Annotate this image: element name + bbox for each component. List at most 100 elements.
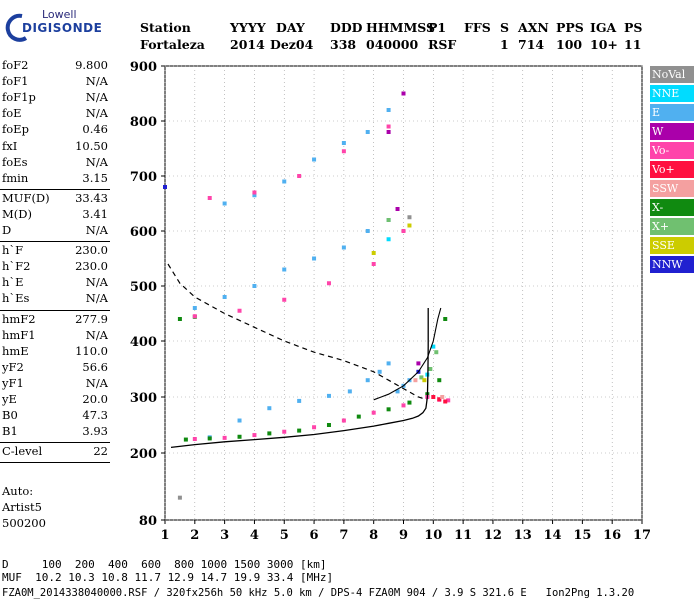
legend-item-sse: SSE (650, 237, 694, 254)
data-point-x (267, 431, 272, 436)
header-label-10: IGA (590, 20, 617, 35)
x-tick-label: 12 (484, 528, 502, 543)
param-foep: foEp 0.46 (2, 122, 108, 138)
data-point-e (282, 179, 287, 184)
header-value-9: 100 (556, 37, 583, 52)
data-point-vo (437, 397, 442, 402)
param-name: hmF2 (2, 311, 36, 326)
legend-item-w: W (650, 123, 694, 140)
legend-item-x: X- (650, 199, 694, 216)
y-tick-label: 600 (130, 225, 157, 240)
auto-code: 500200 (2, 516, 46, 530)
param-value: 33.43 (75, 190, 108, 205)
data-point-w (395, 207, 400, 211)
param-value: 10.50 (75, 138, 108, 153)
data-point-sse (371, 251, 376, 255)
param-name: fmin (2, 170, 29, 185)
param-foe: foE N/A (2, 106, 108, 122)
param-value: 22 (93, 444, 108, 459)
param-b0: B0 47.3 (2, 408, 108, 424)
data-point-vo (371, 262, 376, 266)
x-tick-label: 2 (190, 528, 199, 543)
data-point-x (419, 375, 424, 380)
data-point-x (177, 317, 182, 321)
data-point-e (347, 389, 352, 394)
data-point-vo (252, 433, 257, 438)
param-hmf2: hmF2 277.9 (2, 312, 108, 328)
param-hes: h`Es N/A (2, 291, 108, 307)
param-name: MUF(D) (2, 190, 50, 205)
y-tick-label: 80 (139, 514, 157, 529)
x-tick-label: 7 (339, 528, 348, 543)
footer-muf-row: MUF 10.2 10.3 10.8 11.7 12.9 14.7 19.9 3… (2, 571, 334, 584)
header-label-5: P1 (428, 20, 447, 35)
param-name: h`F2 (2, 259, 31, 274)
data-point-e (365, 130, 370, 134)
param-name: hmF1 (2, 327, 36, 342)
param-value: 3.93 (82, 424, 108, 439)
data-point-x (407, 400, 412, 405)
digisonde-logo: Lowell DIGISONDE (2, 6, 112, 46)
param-md: M(D) 3.41 (2, 207, 108, 223)
y-tick-label: 200 (130, 447, 157, 462)
param-value: N/A (85, 275, 108, 290)
header-value-2: Dez04 (270, 37, 314, 52)
data-point-w (386, 130, 391, 134)
data-point-vo (446, 398, 451, 403)
param-value: 110.0 (75, 343, 108, 358)
data-point-ssw (440, 395, 445, 399)
header-label-11: PS (624, 20, 643, 35)
data-point-e (237, 418, 242, 423)
param-d: D N/A (2, 223, 108, 239)
x-tick-label: 4 (250, 528, 259, 543)
data-point-e (377, 369, 382, 374)
data-point-w (401, 91, 406, 96)
param-value: 3.15 (82, 170, 108, 185)
param-value: 230.0 (75, 259, 108, 274)
plot-frame (164, 65, 643, 521)
param-name: B0 (2, 408, 18, 423)
param-hf: h`F 230.0 (2, 243, 108, 259)
legend-item-vo: Vo- (650, 142, 694, 159)
data-point-nne (431, 344, 436, 349)
logo-arc-icon (5, 13, 28, 42)
data-point-vo (401, 229, 406, 233)
data-point-x (428, 367, 433, 371)
param-value: N/A (85, 223, 108, 237)
param-hme: hmE 110.0 (2, 344, 108, 360)
x-tick-label: 16 (603, 528, 621, 543)
data-point-vo (192, 314, 197, 319)
header-label-0: Station (140, 20, 191, 35)
param-name: foF1p (2, 90, 36, 105)
param-yf2: yF2 56.6 (2, 360, 108, 376)
data-point-e (252, 284, 257, 288)
electron-density-profile (170, 308, 429, 449)
param-name: D (2, 223, 12, 237)
x-tick-label: 17 (633, 528, 651, 543)
data-point-e (326, 393, 331, 398)
data-point-e (365, 378, 370, 383)
param-value: N/A (85, 327, 108, 342)
param-name: yF1 (2, 375, 24, 390)
param-name: foF2 (2, 58, 29, 72)
param-fof2: foF2 9.800 (2, 58, 108, 74)
data-point-nne (386, 237, 391, 242)
param-name: foEs (2, 154, 28, 169)
logo-line-2: DIGISONDE (22, 21, 103, 35)
param-value: 47.3 (82, 408, 108, 423)
param-name: foE (2, 106, 22, 121)
data-point-e (312, 256, 317, 261)
param-name: fxI (2, 138, 18, 153)
data-point-e (341, 245, 346, 250)
header-value-1: 2014 (230, 37, 265, 52)
param-separator (0, 309, 110, 311)
data-point-w (416, 361, 421, 366)
param-fof1: foF1 N/A (2, 74, 108, 90)
data-point-e (267, 406, 272, 411)
param-value: 20.0 (82, 392, 108, 406)
data-point-x (183, 437, 188, 442)
param-value: 277.9 (75, 311, 108, 326)
y-tick-label: 400 (130, 335, 157, 350)
param-name: B1 (2, 424, 18, 439)
